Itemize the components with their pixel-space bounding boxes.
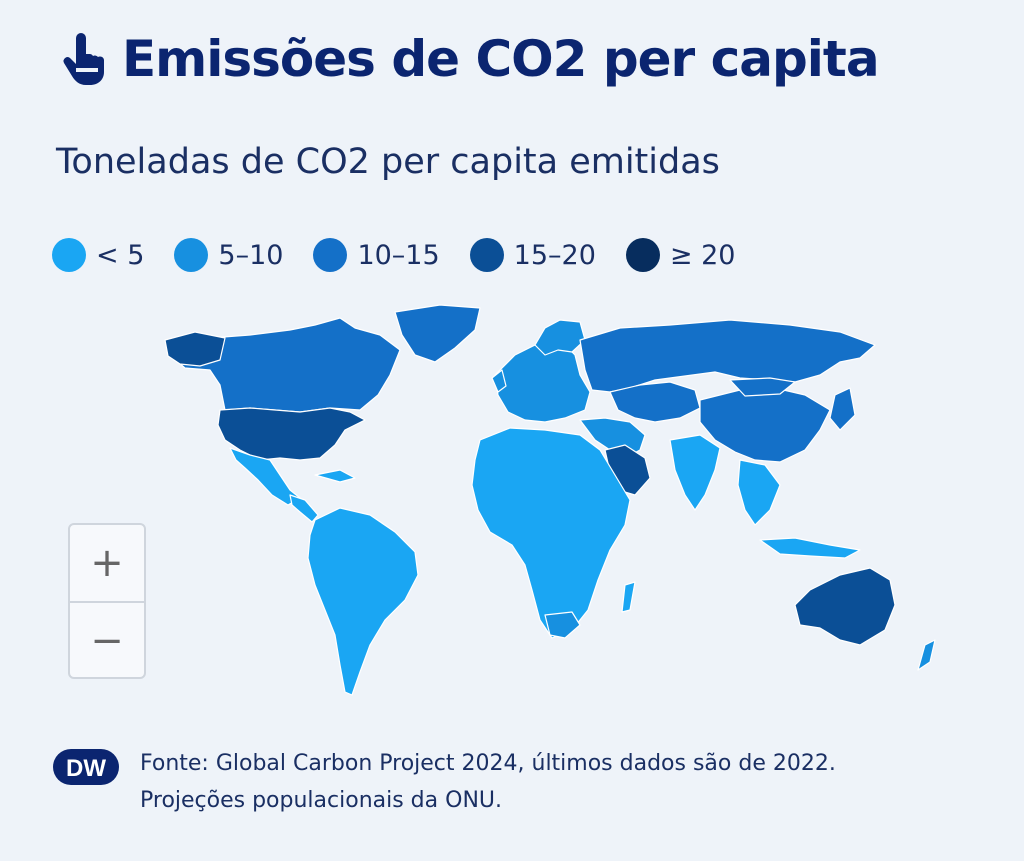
- region-scandinavia[interactable]: [534, 319, 586, 356]
- header: Emissões de CO2 per capita: [62, 30, 880, 88]
- legend-swatch-5-10: [174, 238, 209, 272]
- legend: < 5 5–10 10–15 15–20 ≥ 20: [52, 238, 765, 272]
- country-new-zealand[interactable]: [917, 639, 936, 671]
- country-south-africa[interactable]: [544, 611, 581, 639]
- legend-item-5-10: 5–10: [174, 238, 283, 272]
- country-usa-alaska[interactable]: [164, 331, 226, 367]
- country-greenland[interactable]: [394, 304, 481, 363]
- source-line-1: Fonte: Global Carbon Project 2024, últim…: [140, 751, 836, 776]
- world-map[interactable]: [140, 300, 970, 710]
- zoom-control: + −: [68, 523, 146, 679]
- dw-logo-icon: DW: [53, 749, 119, 785]
- region-africa[interactable]: [471, 427, 631, 639]
- country-usa[interactable]: [217, 407, 366, 461]
- legend-item-gte20: ≥ 20: [625, 238, 736, 272]
- legend-swatch-10-15: [313, 238, 348, 272]
- region-central-asia[interactable]: [609, 381, 701, 423]
- page-subtitle: Toneladas de CO2 per capita emitidas: [56, 142, 720, 182]
- legend-swatch-15-20: [469, 238, 504, 272]
- pointer-hand-icon: [63, 33, 104, 85]
- legend-swatch-lt5: [52, 238, 86, 272]
- country-uk[interactable]: [491, 369, 507, 393]
- legend-label-10-15: 10–15: [357, 239, 440, 271]
- country-central-america[interactable]: [289, 469, 356, 523]
- source-line-2: Projeções populacionais da ONU.: [140, 788, 502, 813]
- legend-swatch-gte20: [625, 238, 660, 272]
- legend-label-5-10: 5–10: [218, 239, 284, 271]
- country-madagascar[interactable]: [621, 581, 636, 613]
- legend-item-lt5: < 5: [52, 238, 144, 272]
- country-mongolia[interactable]: [729, 377, 796, 397]
- page-title: Emissões de CO2 per capita: [122, 30, 880, 88]
- region-japan-korea[interactable]: [829, 387, 856, 431]
- region-southeast-asia[interactable]: [737, 459, 781, 526]
- legend-label-15-20: 15–20: [513, 239, 596, 271]
- legend-item-10-15: 10–15: [313, 238, 440, 272]
- country-canada[interactable]: [169, 317, 401, 413]
- country-australia[interactable]: [794, 567, 896, 646]
- source-note: Fonte: Global Carbon Project 2024, últim…: [140, 745, 836, 819]
- legend-label-lt5: < 5: [96, 239, 145, 271]
- country-russia[interactable]: [579, 319, 876, 393]
- legend-item-15-20: 15–20: [469, 238, 596, 272]
- country-indonesia[interactable]: [759, 537, 861, 559]
- svg-text:DW: DW: [66, 755, 106, 782]
- zoom-in-button[interactable]: +: [90, 540, 124, 586]
- zoom-out-button[interactable]: −: [70, 601, 144, 679]
- region-south-america[interactable]: [307, 507, 419, 696]
- country-india[interactable]: [669, 434, 721, 511]
- footer: DW Fonte: Global Carbon Project 2024, úl…: [52, 745, 836, 819]
- legend-label-gte20: ≥ 20: [669, 239, 736, 271]
